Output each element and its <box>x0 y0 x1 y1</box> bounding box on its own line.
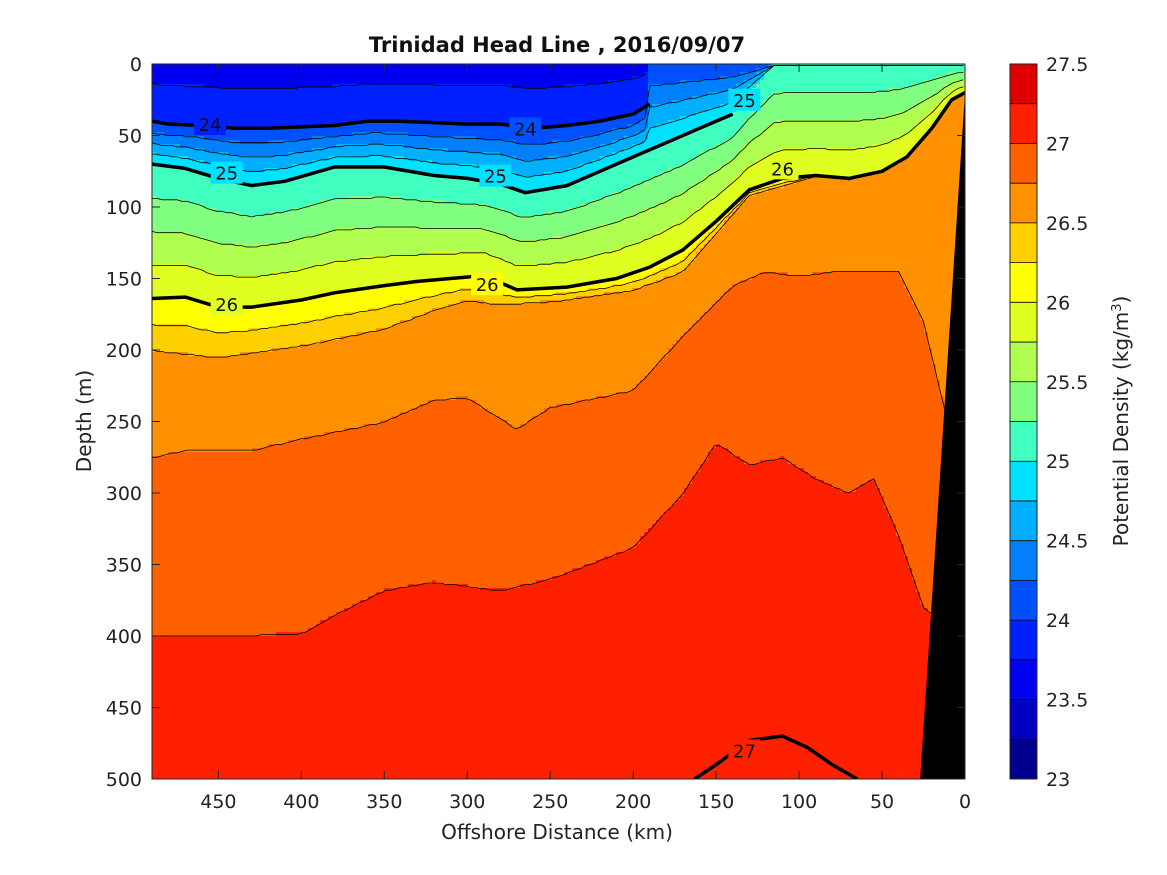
contour-label-24: 24 <box>514 119 537 140</box>
contour-label-25: 25 <box>733 91 756 112</box>
x-tick-label: 150 <box>698 791 734 813</box>
colorbar-ticks: 23 23.5 24 24.5 25 25.5 26 26.5 27 27.5 <box>1046 54 1088 791</box>
plot-area: 24 24 25 25 25 26 26 26 27 <box>152 64 968 780</box>
x-tick-label: 200 <box>615 791 651 813</box>
x-tick-label: 100 <box>781 791 817 813</box>
contour-label-24: 24 <box>199 115 222 136</box>
density-bands <box>152 64 968 780</box>
colorbar-swatch <box>1010 700 1037 740</box>
y-tick-label: 250 <box>106 412 142 434</box>
colorbar-tick-label: 23 <box>1046 769 1070 791</box>
colorbar-swatch <box>1010 660 1037 700</box>
y-tick-label: 450 <box>106 698 142 720</box>
y-axis-label: Depth (m) <box>72 370 96 472</box>
y-tick-label: 500 <box>106 769 142 791</box>
colorbar-swatch <box>1010 302 1037 342</box>
y-tick-label: 100 <box>106 197 142 219</box>
colorbar <box>1010 64 1037 779</box>
colorbar-swatch <box>1010 620 1037 660</box>
x-tick-label: 400 <box>283 791 319 813</box>
contour-label-26: 26 <box>215 295 238 316</box>
x-tick-label: 250 <box>532 791 568 813</box>
colorbar-swatch <box>1010 143 1037 183</box>
colorbar-swatch <box>1010 422 1037 462</box>
contour-label-25: 25 <box>484 167 507 188</box>
colorbar-tick-label: 25.5 <box>1046 372 1088 394</box>
colorbar-tick-label: 23.5 <box>1046 690 1088 712</box>
contour-label-26: 26 <box>771 159 794 180</box>
colorbar-swatch <box>1010 501 1037 541</box>
contour-label-26: 26 <box>476 275 499 296</box>
colorbar-label-prefix: Potential Density (kg/m <box>1109 312 1133 547</box>
colorbar-tick-label: 25 <box>1046 451 1070 473</box>
colorbar-swatch <box>1010 461 1037 501</box>
colorbar-swatch <box>1010 739 1037 779</box>
colorbar-swatch <box>1010 541 1037 581</box>
chart-title: Trinidad Head Line , 2016/09/07 <box>369 33 745 57</box>
colorbar-tick-label: 24 <box>1046 610 1070 632</box>
x-tick-label: 300 <box>449 791 485 813</box>
colorbar-swatch <box>1010 183 1037 223</box>
y-tick-label: 400 <box>106 626 142 648</box>
colorbar-swatch <box>1010 64 1037 104</box>
x-axis-label: Offshore Distance (km) <box>441 820 673 844</box>
y-tick-label: 300 <box>106 483 142 505</box>
colorbar-tick-label: 27 <box>1046 133 1070 155</box>
x-tick-label: 50 <box>870 791 894 813</box>
y-tick-label: 350 <box>106 555 142 577</box>
y-tick-label: 50 <box>118 126 142 148</box>
y-tick-label: 200 <box>106 340 142 362</box>
x-tick-label: 350 <box>366 791 402 813</box>
colorbar-tick-label: 27.5 <box>1046 54 1088 76</box>
colorbar-label: Potential Density (kg/m3) <box>1109 296 1133 547</box>
contour-label-25: 25 <box>215 164 238 185</box>
x-tick-label: 0 <box>959 791 971 813</box>
y-tick-label: 0 <box>130 54 142 76</box>
colorbar-swatch <box>1010 263 1037 303</box>
colorbar-tick-label: 24.5 <box>1046 531 1088 553</box>
colorbar-tick-label: 26 <box>1046 292 1070 314</box>
colorbar-label-exponent: 3 <box>1110 303 1125 311</box>
colorbar-swatch <box>1010 104 1037 144</box>
contour-label-27: 27 <box>733 741 756 762</box>
colorbar-swatch <box>1010 580 1037 620</box>
colorbar-swatch <box>1010 223 1037 263</box>
x-tick-label: 450 <box>200 791 236 813</box>
colorbar-tick-label: 26.5 <box>1046 213 1088 235</box>
colorbar-swatch <box>1010 382 1037 422</box>
y-tick-label: 150 <box>106 269 142 291</box>
colorbar-label-suffix: ) <box>1109 296 1133 304</box>
colorbar-swatch <box>1010 342 1037 382</box>
